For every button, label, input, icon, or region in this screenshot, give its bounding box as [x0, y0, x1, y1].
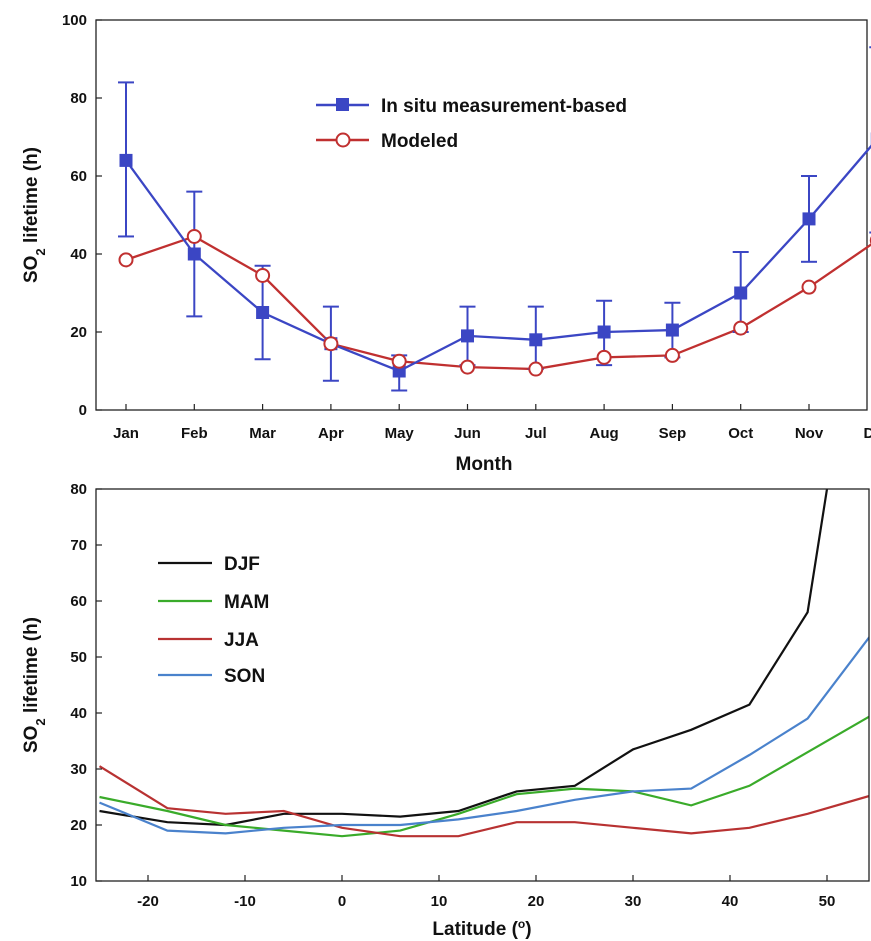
- top-x-tick-label: Dec: [864, 425, 871, 442]
- point-modeled: [801, 279, 817, 295]
- legend-label-djf: DJF: [224, 554, 260, 575]
- legend-marker-insitu: [336, 98, 349, 111]
- top-chart: 0 20 40 60 80 100 Jan Feb Mar Apr May Jun Jul Aug Sep…: [21, 12, 871, 475]
- bottom-y-tick-label: 80: [70, 481, 87, 498]
- legend-label-mam: MAM: [224, 592, 269, 613]
- point-insitu: [665, 323, 679, 337]
- series-line-modeled: [125, 235, 871, 371]
- bottom-x-tick-label: 20: [528, 893, 545, 910]
- series-line-insitu: [125, 144, 871, 373]
- bottom-y-tick-label: 30: [70, 761, 87, 778]
- bottom-y-tick-label: 50: [70, 649, 87, 666]
- bottom-plot-frame: [95, 488, 870, 882]
- point-insitu: [119, 153, 133, 167]
- point-insitu: [187, 247, 201, 261]
- top-y-tick-label: 20: [70, 324, 87, 341]
- bottom-chart: 10 20 30 40 50 60 70 80 -20 -10 0 10 20 30 40 50 DJF M…: [21, 481, 870, 940]
- point-modeled: [528, 361, 544, 377]
- bottom-legend: DJF MAM JJA SON: [158, 554, 269, 687]
- series-line-mam: [99, 715, 869, 838]
- top-x-tick-label: Mar: [249, 425, 276, 442]
- bottom-y-ticks: 10 20 30 40 50 60 70 80: [70, 481, 102, 890]
- top-x-tick-label: Oct: [728, 425, 753, 442]
- legend-label-son: SON: [224, 666, 265, 687]
- point-modeled: [733, 320, 749, 336]
- point-modeled: [323, 336, 339, 352]
- point-modeled: [460, 359, 475, 375]
- top-x-tick-label: Sep: [659, 425, 687, 442]
- legend-marker-modeled: [335, 132, 351, 148]
- top-series: [118, 46, 871, 392]
- point-insitu: [529, 333, 543, 347]
- bottom-x-tick-label: 0: [338, 893, 346, 910]
- bottom-y-tick-label: 20: [70, 817, 87, 834]
- bottom-y-tick-label: 70: [70, 537, 87, 554]
- point-modeled: [186, 228, 202, 244]
- legend-label-jja: JJA: [224, 630, 259, 651]
- bottom-x-tick-label: 10: [431, 893, 448, 910]
- bottom-y-tick-label: 40: [70, 705, 87, 722]
- top-y-ticks: 0 20 40 60 80 100: [62, 12, 102, 419]
- point-modeled: [596, 349, 612, 365]
- legend-label-insitu: In situ measurement-based: [381, 96, 627, 117]
- bottom-y-axis-title: SO2 lifetime (h): [21, 617, 48, 753]
- top-y-tick-label: 80: [70, 90, 87, 107]
- point-modeled: [255, 267, 271, 283]
- top-plot-frame: [95, 19, 868, 411]
- top-y-axis-title: SO2 lifetime (h): [21, 147, 48, 283]
- top-x-tick-label: Apr: [318, 425, 344, 442]
- top-y-tick-label: 40: [70, 246, 87, 263]
- top-x-tick-label: Feb: [181, 425, 208, 442]
- bottom-series: [98, 489, 869, 838]
- top-x-tick-label: Jan: [113, 425, 139, 442]
- top-y-tick-label: 60: [70, 168, 87, 185]
- point-insitu: [802, 212, 816, 226]
- top-legend: In situ measurement-based Modeled: [316, 96, 627, 152]
- top-x-tick-label: Jun: [454, 425, 481, 442]
- bottom-x-ticks: -20 -10 0 10 20 30 40 50: [137, 875, 835, 910]
- point-insitu: [461, 329, 474, 343]
- point-insitu: [256, 306, 270, 319]
- bottom-x-tick-label: 50: [819, 893, 836, 910]
- top-y-tick-label: 0: [79, 402, 87, 419]
- bottom-x-tick-label: -10: [234, 893, 256, 910]
- point-modeled: [118, 252, 134, 268]
- top-y-tick-label: 100: [62, 12, 87, 29]
- bottom-y-tick-label: 10: [70, 873, 87, 890]
- top-x-tick-label: Aug: [590, 425, 619, 442]
- point-modeled: [391, 353, 407, 369]
- series-line-son: [99, 635, 869, 835]
- bottom-x-tick-label: 30: [625, 893, 642, 910]
- top-x-tick-label: Nov: [795, 425, 824, 442]
- top-x-tick-label: Jul: [525, 425, 547, 442]
- bottom-x-tick-label: 40: [722, 893, 739, 910]
- series-line-jja: [98, 765, 869, 838]
- bottom-x-axis-title: Latitude (o): [432, 917, 531, 940]
- point-insitu: [597, 325, 611, 339]
- top-x-axis-title: Month: [456, 454, 513, 475]
- point-modeled: [664, 347, 680, 363]
- top-x-tick-label: May: [385, 425, 415, 442]
- bottom-y-tick-label: 60: [70, 593, 87, 610]
- top-x-ticks: Jan Feb Mar Apr May Jun Jul Aug Sep Oct Nov Dec: [113, 404, 871, 442]
- series-line-djf: [99, 489, 829, 827]
- bottom-x-tick-label: -20: [137, 893, 159, 910]
- legend-label-modeled: Modeled: [381, 131, 458, 152]
- point-insitu: [734, 286, 748, 300]
